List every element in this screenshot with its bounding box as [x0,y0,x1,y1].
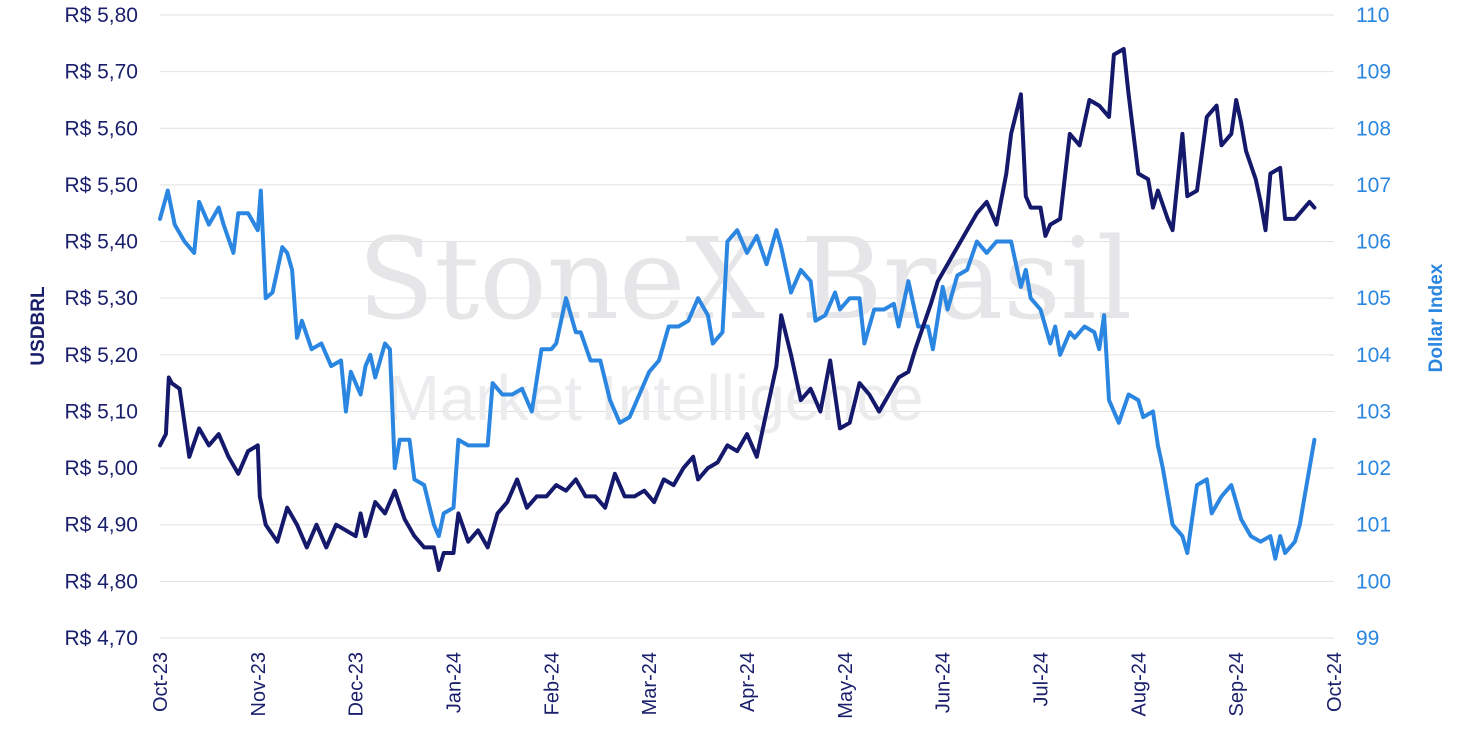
x-tick-label: Dec-23 [346,652,368,716]
right-axis-ticks: 99 100 101 102 103 104 105 106 107 108 109 110 [1356,4,1391,650]
x-tick-label: Feb-24 [541,652,563,715]
watermark-subtitle: Market Intelligence [386,362,923,434]
x-tick-label: Jul-24 [1031,652,1053,706]
right-tick-label: 100 [1356,570,1391,593]
gridlines [160,14,1334,639]
left-axis-title: USDBRL [28,286,49,366]
left-tick-label: R$ 5,60 [64,117,138,140]
right-tick-label: 99 [1356,627,1379,650]
x-tick-label: Sep-24 [1226,652,1248,717]
right-tick-label: 108 [1356,117,1391,140]
watermark-brand: StoneX Brasil [358,215,1133,345]
right-tick-label: 103 [1356,400,1391,423]
right-axis-title: Dollar Index [1426,263,1447,372]
x-tick-label: Oct-23 [150,652,172,712]
left-tick-label: R$ 4,80 [64,570,138,593]
x-tick-label: Mar-24 [639,652,661,715]
usdbrl-line [158,47,1317,572]
x-tick-label: May-24 [835,652,857,719]
right-tick-label: 106 [1356,231,1391,254]
x-axis-ticks: Oct-23 Nov-23 Dec-23 Jan-24 Feb-24 Mar-24 Apr-… [150,652,1346,719]
right-tick-label: 105 [1356,287,1391,310]
left-tick-label: R$ 5,80 [64,4,138,27]
x-tick-label: Apr-24 [737,652,759,712]
left-tick-label: R$ 5,20 [64,344,138,367]
right-tick-label: 102 [1356,457,1391,480]
x-tick-label: Jan-24 [444,652,466,713]
left-tick-label: R$ 4,70 [64,627,138,650]
right-tick-label: 107 [1356,174,1391,197]
dollar-index-line [158,188,1317,561]
left-tick-label: R$ 5,00 [64,457,138,480]
right-tick-label: 109 [1356,61,1391,84]
left-tick-label: R$ 5,40 [64,231,138,254]
left-tick-label: R$ 5,10 [64,400,138,423]
left-tick-label: R$ 5,30 [64,287,138,310]
x-tick-label: Aug-24 [1128,652,1150,717]
left-tick-label: R$ 5,70 [64,61,138,84]
left-tick-label: R$ 5,50 [64,174,138,197]
right-tick-label: 110 [1356,4,1389,27]
left-axis-ticks: R$ 4,70 R$ 4,80 R$ 4,90 R$ 5,00 R$ 5,10 R$ 5,… [64,4,138,650]
x-tick-label: Jun-24 [933,652,955,713]
series-lines [158,47,1317,572]
x-tick-label: Nov-23 [248,652,270,716]
x-tick-label: Oct-24 [1324,652,1346,712]
right-tick-label: 101 [1356,514,1391,537]
left-tick-label: R$ 4,90 [64,514,138,537]
right-tick-label: 104 [1356,344,1391,367]
